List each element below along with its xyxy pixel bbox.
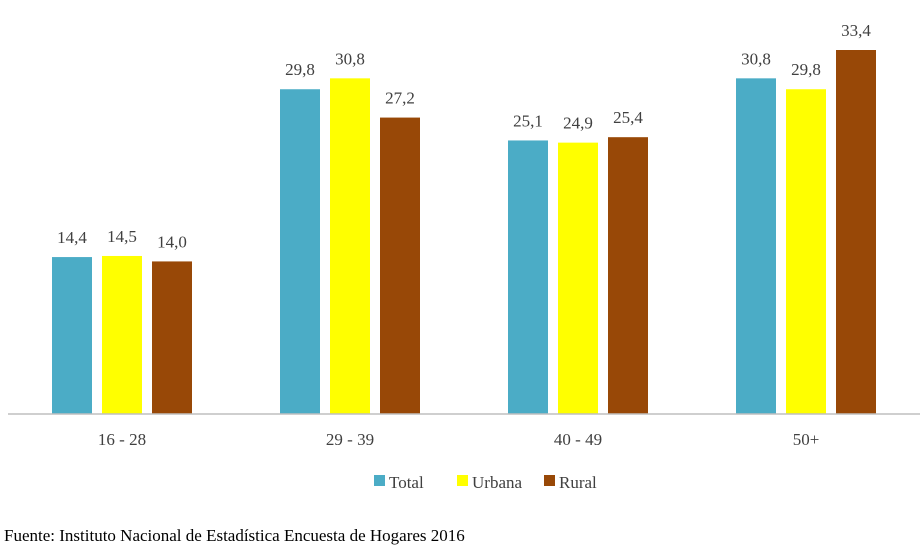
legend-swatch-rural [544,475,555,486]
bar-rural-1 [152,261,192,414]
data-label-urbana-2: 30,8 [335,49,365,68]
data-label-urbana-1: 14,5 [107,227,137,246]
bar-urbana-1 [102,255,142,414]
legend-swatch-total [374,475,385,486]
data-label-total-3: 25,1 [513,111,543,130]
data-label-urbana-3: 24,9 [563,114,593,133]
x-tick-label-3: 40 - 49 [554,430,602,449]
x-tick-label-2: 29 - 39 [326,430,374,449]
source-note: Fuente: Instituto Nacional de Estadístic… [4,526,465,545]
bar-rural-4 [836,50,876,414]
data-label-total-2: 29,8 [285,60,315,79]
bar-chart: 14,4 14,5 14,0 29,8 30,8 27,2 25,1 24,9 25,4 30,8… [8,21,920,492]
data-label-rural-2: 27,2 [385,89,415,108]
bar-urbana-2 [330,78,370,414]
legend-label-urbana: Urbana [472,473,522,492]
data-label-total-4: 30,8 [741,49,771,68]
bar-rural-3 [608,137,648,415]
bars-group [52,50,876,415]
legend-swatch-urbana [457,475,468,486]
data-label-total-1: 14,4 [57,228,87,247]
legend-label-total: Total [389,473,424,492]
x-tick-labels-group: 16 - 28 29 - 39 40 - 49 50+ [98,430,819,449]
data-label-urbana-4: 29,8 [791,60,821,79]
value-labels-group: 14,4 14,5 14,0 29,8 30,8 27,2 25,1 24,9 25,4 30,8… [57,21,871,251]
bar-total-2 [280,89,320,415]
bar-urbana-3 [558,142,598,414]
data-label-rural-1: 14,0 [157,232,187,251]
x-tick-label-4: 50+ [793,430,820,449]
legend-label-rural: Rural [559,473,597,492]
data-label-rural-3: 25,4 [613,108,643,127]
legend: Total Urbana Rural [374,473,597,492]
data-label-rural-4: 33,4 [841,21,871,40]
x-tick-label-1: 16 - 28 [98,430,146,449]
bar-total-4 [736,78,776,414]
bar-rural-2 [380,117,420,415]
bar-urbana-4 [786,89,826,415]
bar-total-3 [508,140,548,415]
bar-total-1 [52,257,92,414]
